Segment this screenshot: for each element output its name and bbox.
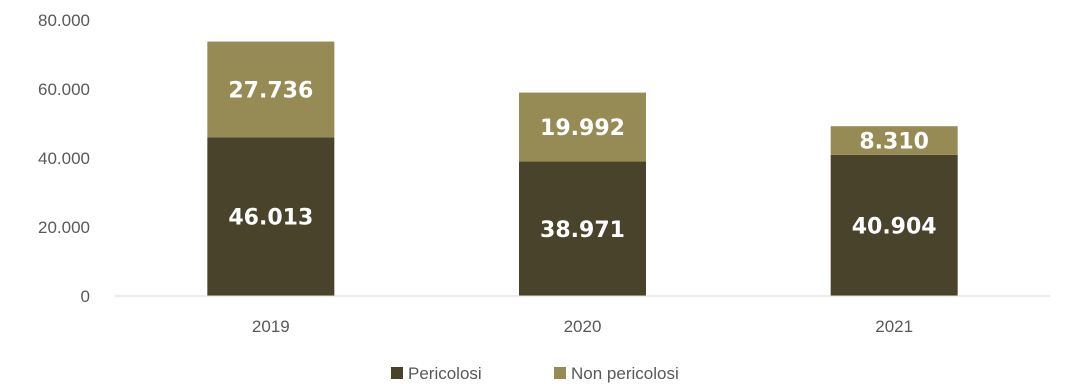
x-tick-label: 2019 [252, 317, 290, 336]
bar-segment-non-pericolosi-2019 [207, 41, 335, 138]
y-axis: 0 20.000 40.000 60.000 80.000 [38, 11, 90, 306]
y-tick-label: 20.000 [38, 218, 90, 237]
data-label: 46.013 [228, 206, 313, 231]
bar-segment-non-pericolosi-2020 [519, 92, 646, 162]
data-label: 40.904 [852, 214, 937, 239]
x-axis: 2019 2020 2021 [252, 317, 913, 336]
data-label: 8.310 [859, 130, 929, 155]
y-tick-label: 0 [81, 287, 90, 306]
data-label: 27.736 [228, 78, 313, 103]
legend: Pericolosi Non pericolosi [391, 364, 679, 383]
y-tick-label: 80.000 [38, 11, 90, 30]
bar-segment-non-pericolosi-2021 [830, 126, 958, 155]
data-label: 38.971 [540, 218, 625, 243]
legend-label-pericolosi: Pericolosi [408, 364, 482, 383]
data-label: 19.992 [540, 116, 625, 141]
bar-segment-pericolosi-2021 [830, 154, 958, 296]
y-tick-label: 60.000 [38, 80, 90, 99]
legend-swatch-non-pericolosi [554, 367, 566, 379]
bar-segment-pericolosi-2020 [519, 161, 646, 296]
legend-swatch-pericolosi [391, 367, 403, 379]
bar-segment-pericolosi-2019 [207, 137, 335, 296]
y-tick-label: 40.000 [38, 149, 90, 168]
bars: 46.013 27.736 38.971 19.992 40.904 8.310 [207, 41, 958, 296]
legend-label-non-pericolosi: Non pericolosi [571, 364, 679, 383]
x-tick-label: 2021 [875, 317, 913, 336]
x-tick-label: 2020 [564, 317, 602, 336]
